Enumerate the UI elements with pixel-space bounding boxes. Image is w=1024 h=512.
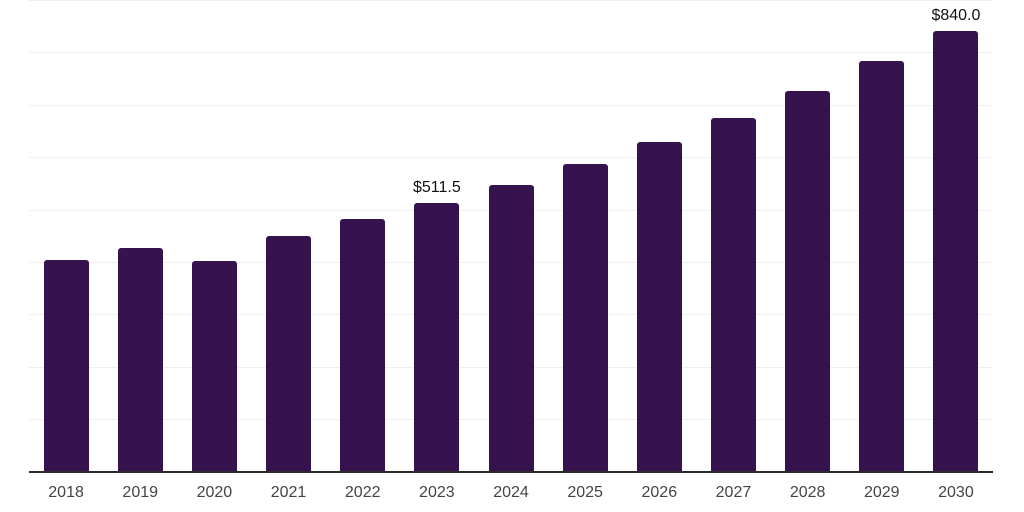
x-tick-2028: 2028 — [789, 484, 826, 501]
x-tick-2021: 2021 — [270, 484, 307, 501]
bar-2027 — [711, 118, 756, 471]
bar-2029 — [859, 61, 904, 471]
gridline-900 — [29, 0, 993, 1]
x-axis-line — [29, 471, 993, 473]
gridline-600 — [29, 157, 993, 158]
bar-2030 — [933, 31, 978, 471]
plot-area: $511.5 $840.0 — [29, 0, 993, 473]
bar-2025 — [563, 164, 608, 471]
data-label-2023: $511.5 — [412, 179, 461, 196]
x-tick-2024: 2024 — [493, 484, 529, 501]
data-label-2030: $840.0 — [931, 7, 981, 24]
x-tick-2030: 2030 — [938, 484, 974, 501]
bars-layer: $511.5 $840.0 — [29, 0, 993, 471]
bar-2022 — [340, 219, 385, 471]
x-tick-2020: 2020 — [196, 484, 233, 501]
x-tick-2018: 2018 — [48, 484, 84, 501]
x-tick-2029: 2029 — [863, 484, 900, 501]
x-tick-2026: 2026 — [641, 484, 678, 501]
x-tick-2023: 2023 — [419, 484, 455, 501]
x-tick-2027: 2027 — [715, 484, 752, 501]
bar-2018 — [44, 260, 89, 471]
bar-2028 — [785, 91, 830, 471]
x-tick-2025: 2025 — [567, 484, 603, 501]
x-tick-2019: 2019 — [122, 484, 159, 501]
gridline-800 — [29, 52, 993, 53]
bar-2024 — [489, 185, 534, 471]
bar-2019 — [118, 248, 163, 471]
bar-2023 — [414, 203, 459, 471]
gridline-700 — [29, 105, 993, 106]
bar-2026 — [637, 142, 682, 471]
x-axis-labels: 2018 2019 2020 2021 2022 2023 2024 2025 2026 2027… — [29, 484, 993, 510]
bar-2020 — [192, 261, 237, 471]
x-tick-2022: 2022 — [344, 484, 381, 501]
bar-2021 — [266, 236, 311, 471]
